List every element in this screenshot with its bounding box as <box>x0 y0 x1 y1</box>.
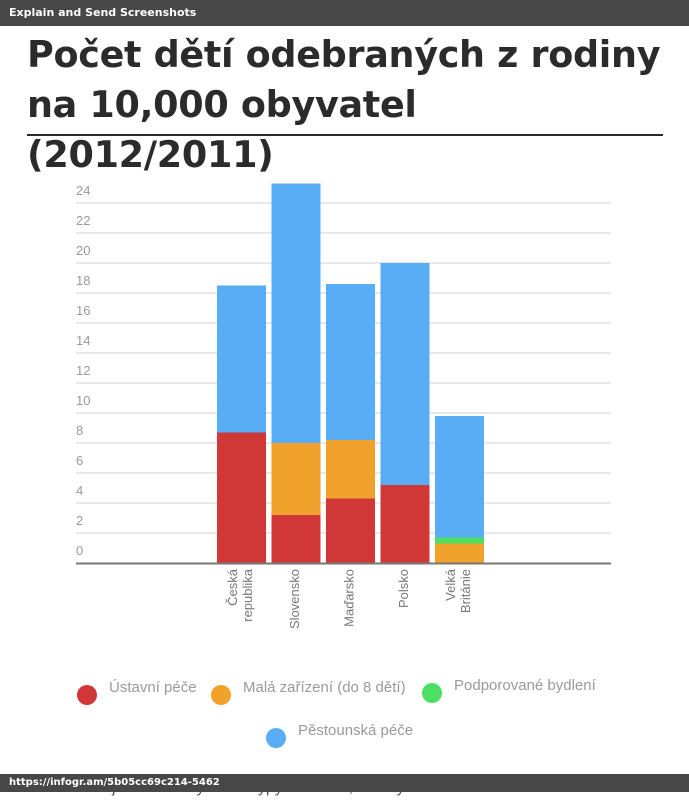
category-label: VelkáBritánie <box>443 568 473 613</box>
window-titlebar: Explain and Send Screenshots <box>0 0 689 26</box>
y-tick-label: 4 <box>76 483 83 498</box>
title-underline <box>27 134 663 136</box>
bar-segment <box>271 515 321 563</box>
y-tick-label: 12 <box>76 363 90 378</box>
bar-segment <box>271 443 321 515</box>
window-title: Explain and Send Screenshots <box>9 6 197 19</box>
y-tick-label: 8 <box>76 423 83 438</box>
bar-segment <box>435 543 484 563</box>
bar-segment <box>326 498 375 563</box>
y-tick-label: 24 <box>76 183 90 198</box>
category-label: Maďarsko <box>342 569 357 627</box>
y-tick-label: 0 <box>76 543 83 558</box>
y-tick-label: 14 <box>76 333 90 348</box>
legend-label: Ústavní péče <box>109 679 197 696</box>
legend-swatch <box>266 728 286 748</box>
y-tick-label: 16 <box>76 303 90 318</box>
bar-segment <box>435 416 484 538</box>
y-tick-label: 20 <box>76 243 90 258</box>
legend-swatch <box>422 683 442 703</box>
legend-swatch <box>211 685 231 705</box>
category-label: Slovensko <box>287 569 302 629</box>
legend-label: Pěstounská péče <box>298 722 413 739</box>
bar-segment <box>380 485 430 563</box>
bar-segment <box>217 432 266 563</box>
url-bar[interactable]: https://infogr.am/5b05cc69c214-5462 <box>0 774 689 792</box>
bar-segment <box>435 537 484 544</box>
legend-swatch <box>77 685 97 705</box>
y-tick-label: 10 <box>76 393 90 408</box>
page-title: Počet dětí odebraných z rodiny na 10,000… <box>27 33 661 176</box>
y-tick-label: 22 <box>76 213 90 228</box>
bar-segment <box>380 263 430 485</box>
bar-segment <box>326 284 375 440</box>
source-url[interactable]: https://infogr.am/5b05cc69c214-5462 <box>9 777 220 788</box>
y-tick-label: 2 <box>76 513 83 528</box>
category-label: Českárepublika <box>225 568 255 622</box>
bar-segment <box>217 285 266 433</box>
legend-label: Podporované bydlení <box>454 677 597 694</box>
y-tick-label: 18 <box>76 273 90 288</box>
legend-label: Malá zařízení (do 8 dětí) <box>243 679 406 696</box>
category-label: Polsko <box>396 569 411 608</box>
bar-segment <box>326 440 375 499</box>
y-tick-label: 6 <box>76 453 83 468</box>
bar-segment <box>271 183 321 443</box>
